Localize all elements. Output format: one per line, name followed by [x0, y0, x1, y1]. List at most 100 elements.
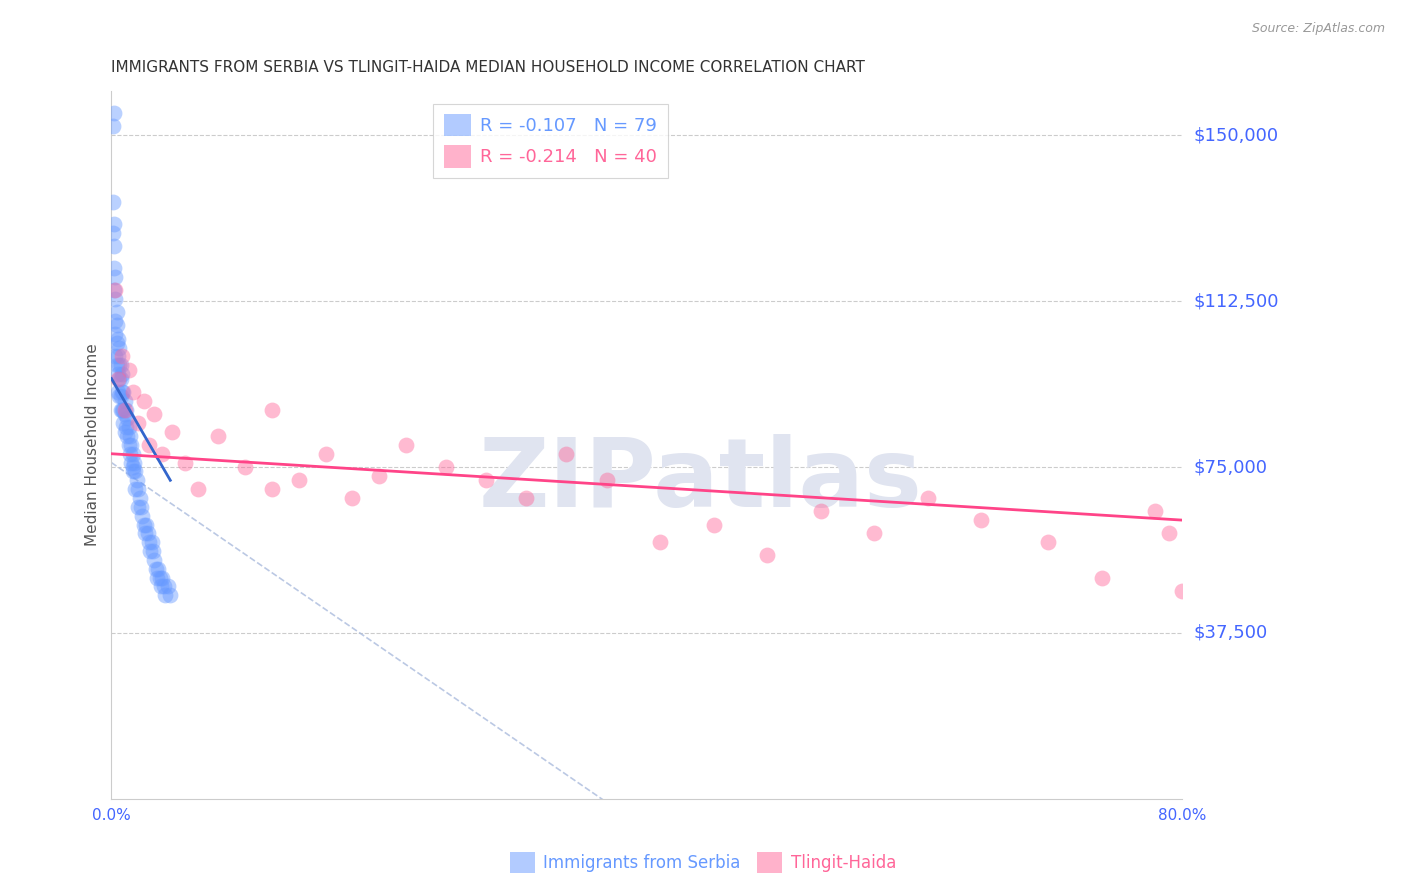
Point [342, 491, 364, 505]
Point [118, 438, 141, 452]
Point [1171, 583, 1194, 598]
Point [207, 429, 229, 443]
Point [101, 120, 124, 134]
Point [125, 473, 148, 487]
Text: IMMIGRANTS FROM SERBIA VS TLINGIT-HAIDA MEDIAN HOUSEHOLD INCOME CORRELATION CHAR: IMMIGRANTS FROM SERBIA VS TLINGIT-HAIDA … [111, 60, 865, 75]
Point [150, 571, 173, 585]
Point [863, 526, 886, 541]
Point [138, 438, 160, 452]
Point [103, 106, 125, 120]
Point [104, 283, 127, 297]
Point [115, 402, 138, 417]
Point [124, 465, 146, 479]
Point [110, 371, 132, 385]
Text: $112,500: $112,500 [1194, 293, 1278, 310]
Point [108, 389, 131, 403]
Point [111, 402, 134, 417]
Point [108, 359, 131, 373]
Point [150, 447, 173, 461]
Point [118, 420, 141, 434]
Point [138, 535, 160, 549]
Point [104, 269, 127, 284]
Point [368, 468, 391, 483]
Point [104, 292, 127, 306]
Point [105, 318, 128, 333]
Point [112, 416, 135, 430]
Point [103, 283, 125, 297]
Point [152, 579, 174, 593]
Point [105, 336, 128, 351]
Point [395, 438, 418, 452]
Point [146, 571, 169, 585]
Point [128, 491, 150, 505]
Point [260, 402, 283, 417]
Point [121, 456, 143, 470]
Point [118, 362, 141, 376]
Point [233, 460, 256, 475]
Point [142, 544, 165, 558]
Point [143, 553, 166, 567]
Point [104, 327, 127, 342]
Point [127, 500, 149, 514]
Point [174, 456, 197, 470]
Point [139, 544, 162, 558]
Point [122, 456, 145, 470]
Y-axis label: Median Household Income: Median Household Income [86, 343, 100, 546]
Point [810, 504, 832, 518]
Point [104, 350, 127, 364]
Point [108, 341, 131, 355]
Point [110, 402, 132, 417]
Point [648, 535, 671, 549]
Point [756, 549, 779, 563]
Legend: Immigrants from Serbia, Tlingit-Haida: Immigrants from Serbia, Tlingit-Haida [503, 846, 903, 880]
Point [120, 447, 142, 461]
Point [287, 473, 309, 487]
Point [117, 429, 139, 443]
Point [107, 367, 129, 381]
Point [112, 384, 135, 399]
Point [132, 393, 155, 408]
Point [101, 226, 124, 240]
Point [145, 562, 167, 576]
Point [134, 526, 156, 541]
Point [107, 371, 129, 385]
Point [120, 429, 142, 443]
Point [127, 482, 149, 496]
Point [159, 588, 181, 602]
Point [149, 579, 172, 593]
Point [136, 526, 159, 541]
Point [160, 425, 183, 439]
Point [107, 350, 129, 364]
Point [103, 217, 125, 231]
Point [135, 517, 157, 532]
Point [107, 384, 129, 399]
Point [121, 447, 143, 461]
Point [112, 402, 135, 417]
Point [105, 305, 128, 319]
Point [475, 473, 498, 487]
Point [121, 460, 143, 475]
Point [555, 447, 578, 461]
Point [117, 411, 139, 425]
Point [970, 513, 993, 527]
Point [260, 482, 283, 496]
Point [121, 465, 143, 479]
Point [595, 473, 617, 487]
Point [110, 389, 132, 403]
Text: $75,000: $75,000 [1194, 458, 1267, 476]
Point [132, 517, 155, 532]
Text: $37,500: $37,500 [1194, 624, 1267, 642]
Point [1157, 526, 1180, 541]
Point [1144, 504, 1167, 518]
Point [703, 517, 725, 532]
Point [104, 314, 127, 328]
Point [124, 482, 146, 496]
Point [187, 482, 209, 496]
Point [114, 402, 136, 417]
Point [114, 407, 136, 421]
Point [108, 371, 131, 385]
Text: ZIPatlas: ZIPatlas [478, 434, 922, 527]
Point [110, 359, 132, 373]
Point [105, 359, 128, 373]
Point [111, 350, 134, 364]
